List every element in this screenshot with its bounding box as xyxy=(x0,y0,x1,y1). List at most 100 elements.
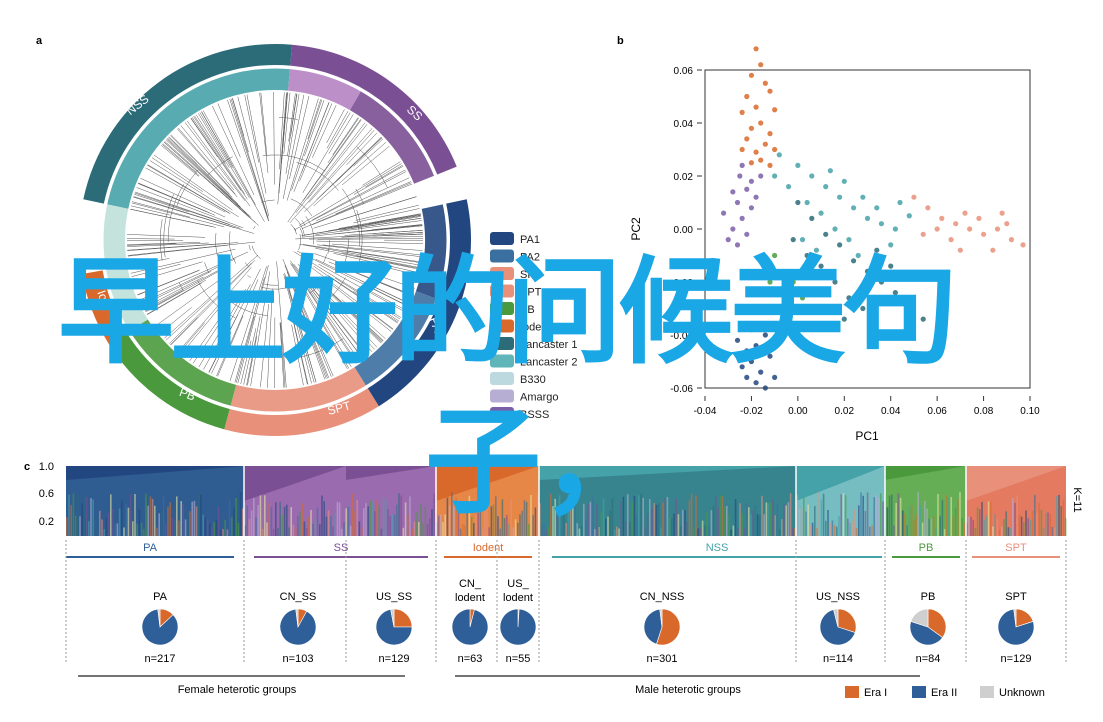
data-point xyxy=(744,374,750,380)
data-point xyxy=(737,173,743,179)
admixture-bar xyxy=(1036,513,1038,536)
admixture-bar xyxy=(860,492,862,536)
branch xyxy=(208,314,238,373)
admixture-bar xyxy=(367,506,369,536)
branch xyxy=(312,105,337,158)
admixture-bar xyxy=(83,495,86,536)
data-point xyxy=(855,252,861,259)
data-point xyxy=(925,205,931,211)
admixture-bar xyxy=(532,515,534,536)
admixture-bar xyxy=(385,501,387,536)
admixture-bar xyxy=(853,509,856,536)
branch xyxy=(141,271,212,306)
branch xyxy=(147,164,231,215)
admixture-bar xyxy=(305,528,308,536)
admixture-bar xyxy=(189,511,191,536)
pie-slice xyxy=(659,608,663,628)
admixture-bar xyxy=(798,509,801,536)
admixture-bar xyxy=(825,520,827,536)
data-point xyxy=(920,231,926,237)
branch xyxy=(368,214,421,224)
pie-slice xyxy=(279,608,317,646)
admixture-bar xyxy=(103,529,105,536)
branch xyxy=(133,261,203,283)
branch xyxy=(211,332,232,374)
admixture-bar xyxy=(926,508,928,536)
admixture-bar xyxy=(618,528,620,536)
data-point xyxy=(795,199,801,206)
branch xyxy=(145,290,183,312)
admixture-bar xyxy=(517,522,519,536)
admixture-bar xyxy=(380,528,383,536)
branch xyxy=(276,261,287,388)
admixture-bar xyxy=(77,493,79,536)
branch xyxy=(343,217,422,231)
admixture-bar xyxy=(455,497,457,536)
admixture-bar xyxy=(184,519,187,536)
branch xyxy=(161,144,200,177)
admixture-bar xyxy=(770,502,772,536)
admixture-bar xyxy=(244,525,246,536)
admixture-bar xyxy=(303,521,306,536)
branch-arc xyxy=(178,282,184,292)
admixture-bar xyxy=(156,527,158,536)
data-point xyxy=(832,279,838,285)
admixture-bar xyxy=(800,507,803,536)
admixture-bar xyxy=(528,523,530,536)
branch xyxy=(229,266,267,382)
admixture-bar xyxy=(154,505,156,536)
admixture-bar xyxy=(66,517,68,536)
y-tick-label: 0.06 xyxy=(674,66,694,77)
admixture-bar xyxy=(701,520,704,536)
branch xyxy=(302,112,351,193)
admixture-bar xyxy=(519,514,521,536)
admixture-bar xyxy=(741,513,743,536)
branch xyxy=(161,145,199,177)
admixture-bar xyxy=(508,523,510,536)
branch xyxy=(372,233,423,237)
admixture-bar xyxy=(356,499,358,536)
data-point xyxy=(906,305,912,312)
admixture-bar xyxy=(996,518,999,536)
branch-arc xyxy=(263,283,279,286)
branch xyxy=(164,254,259,339)
admixture-bar xyxy=(811,522,814,536)
branch xyxy=(296,301,326,380)
branch xyxy=(279,92,285,170)
data-point xyxy=(818,210,824,216)
branch xyxy=(131,202,225,228)
branch xyxy=(202,110,256,206)
branch xyxy=(315,279,382,344)
admixture-bar xyxy=(932,516,935,536)
legend-swatch xyxy=(490,389,514,403)
branch xyxy=(351,313,383,343)
data-point xyxy=(790,279,796,285)
admixture-bar xyxy=(501,499,504,536)
admixture-bar xyxy=(919,505,922,536)
data-point xyxy=(948,237,954,243)
branch xyxy=(260,92,268,155)
admixture-bar xyxy=(297,516,299,536)
admixture-bar xyxy=(1007,527,1010,536)
admixture-bar xyxy=(957,499,959,536)
branch xyxy=(168,136,239,205)
admixture-bar xyxy=(431,508,433,536)
admixture-bar xyxy=(268,502,270,536)
admixture-bar xyxy=(1045,512,1047,536)
legend-swatch xyxy=(490,302,514,315)
admixture-bar xyxy=(877,497,880,536)
data-point xyxy=(846,295,852,301)
admixture-bar xyxy=(820,499,823,536)
branch xyxy=(273,92,275,185)
admixture-bar xyxy=(261,528,264,536)
inner-band-6 xyxy=(129,319,237,407)
admixture-bar xyxy=(629,522,631,536)
admixture-bar xyxy=(209,523,211,536)
branch xyxy=(285,93,300,174)
admixture-bar xyxy=(365,503,367,536)
admixture-bar xyxy=(673,513,675,536)
admixture-bar xyxy=(125,504,127,536)
branch xyxy=(190,118,218,158)
data-point xyxy=(758,369,764,375)
branch xyxy=(316,136,382,201)
